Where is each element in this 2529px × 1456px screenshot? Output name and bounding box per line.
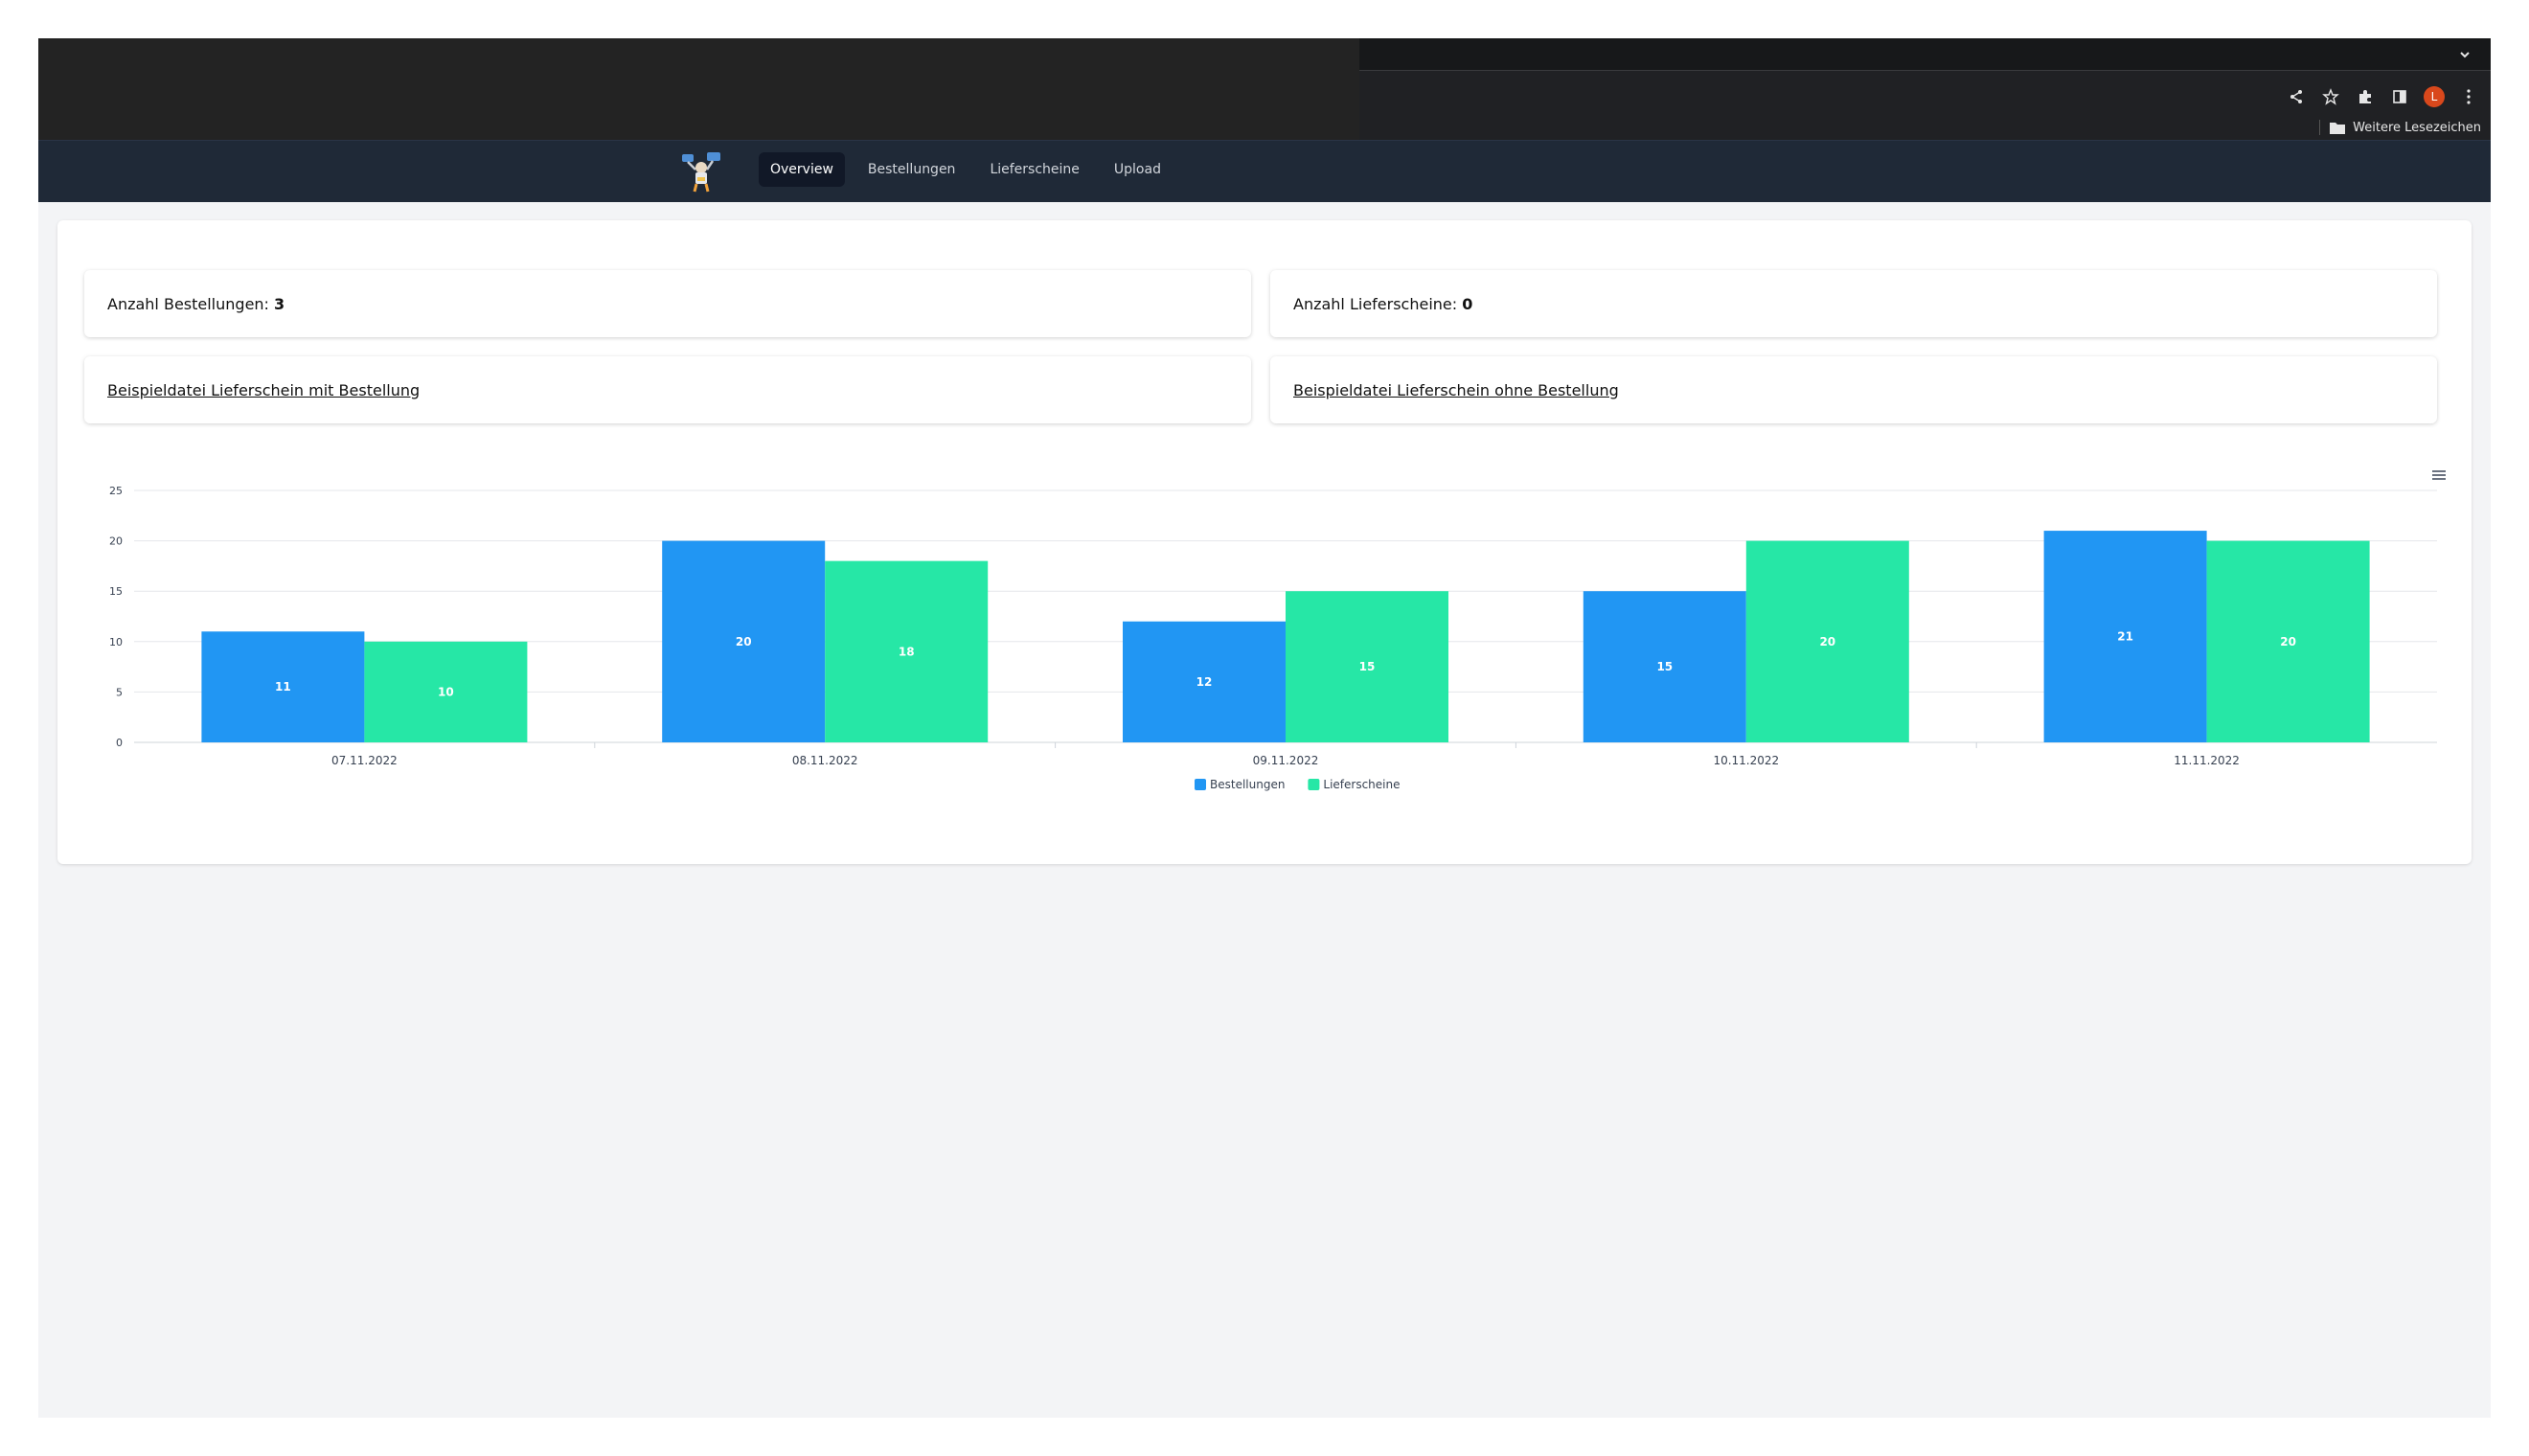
bar-bestellungen-2 <box>1123 621 1286 742</box>
share-icon[interactable] <box>2286 86 2307 107</box>
tab-search-button[interactable] <box>2452 42 2477 67</box>
data-label: 20 <box>2280 635 2296 648</box>
data-label: 15 <box>1359 660 1376 673</box>
bar-lieferscheine-0 <box>364 641 528 742</box>
y-tick-label: 0 <box>116 737 123 749</box>
orders-count-value: 3 <box>274 294 285 313</box>
data-label: 20 <box>1819 635 1835 648</box>
screenshot: L Weitere Lesezeichen <box>38 38 2491 1418</box>
bar-lieferscheine-4 <box>2206 540 2370 742</box>
x-tick-label: 08.11.2022 <box>792 754 858 767</box>
bookmarks-divider <box>2319 120 2321 135</box>
x-tick-label: 07.11.2022 <box>331 754 398 767</box>
orders-count-card: Anzahl Bestellungen: 3 <box>84 270 1251 337</box>
legend-label: Lieferscheine <box>1323 778 1400 791</box>
bar-chart: 0 5 10 15 20 25 07.11.2022 11 10 08.11.2022 20 18 09… <box>109 485 2437 791</box>
chart-menu-button[interactable] <box>2429 467 2449 483</box>
legend-marker <box>1195 779 1206 790</box>
nav-upload[interactable]: Upload <box>1113 162 1161 177</box>
x-tick-label: 09.11.2022 <box>1253 754 1319 767</box>
browser-tabstrip <box>1359 38 2491 71</box>
y-tick-label: 15 <box>109 585 123 598</box>
data-label: 21 <box>2117 630 2133 644</box>
sample-without-order-card: Beispieldatei Lieferschein ohne Bestellu… <box>1270 356 2437 423</box>
legend-marker <box>1308 779 1320 790</box>
bar-bestellungen-3 <box>1583 591 1746 742</box>
y-tick-label: 5 <box>116 686 123 698</box>
nav-lieferscheine[interactable]: Lieferscheine <box>990 162 1080 177</box>
kebab-menu-icon[interactable] <box>2458 86 2479 107</box>
extensions-puzzle-icon[interactable] <box>2355 86 2376 107</box>
main-nav: Overview Bestellungen Lieferscheine Uplo… <box>759 150 1173 189</box>
hamburger-icon <box>2432 470 2446 480</box>
data-label: 15 <box>1656 660 1673 673</box>
data-label: 18 <box>899 645 915 658</box>
sample-with-order-link[interactable]: Beispieldatei Lieferschein mit Bestellun… <box>107 380 421 399</box>
delivery-count-value: 0 <box>1462 294 1473 313</box>
app-navbar: Overview Bestellungen Lieferscheine Uplo… <box>38 140 2491 202</box>
y-tick-label: 20 <box>109 535 123 548</box>
bar-bestellungen-1 <box>662 540 826 742</box>
nav-overview[interactable]: Overview <box>759 152 845 187</box>
x-tick-label: 11.11.2022 <box>2174 754 2240 767</box>
y-tick-label: 10 <box>109 636 123 648</box>
sample-without-order-link[interactable]: Beispieldatei Lieferschein ohne Bestellu… <box>1293 380 1619 399</box>
data-label: 12 <box>1196 675 1213 689</box>
app-logo[interactable] <box>678 148 724 194</box>
bar-lieferscheine-1 <box>825 560 989 742</box>
folder-icon <box>2330 122 2346 134</box>
bar-bestellungen-0 <box>201 631 365 742</box>
browser-titlebar <box>38 38 1359 140</box>
overview-panel: Anzahl Bestellungen: 3 Anzahl Liefersche… <box>57 220 2472 864</box>
bookmarks-folder[interactable]: Weitere Lesezeichen <box>2330 121 2481 135</box>
bar-bestellungen-4 <box>2043 531 2207 742</box>
data-label: 11 <box>275 680 291 694</box>
sample-with-order-card: Beispieldatei Lieferschein mit Bestellun… <box>84 356 1251 423</box>
bookmarks-bar: Weitere Lesezeichen <box>2319 114 2481 141</box>
data-label: 10 <box>438 685 454 698</box>
side-panel-icon[interactable] <box>2389 86 2410 107</box>
orders-count-label: Anzahl Bestellungen: <box>107 294 269 313</box>
bookmarks-folder-label: Weitere Lesezeichen <box>2353 120 2481 135</box>
data-label: 20 <box>736 635 752 648</box>
bar-lieferscheine-3 <box>1745 540 1909 742</box>
bookmark-star-icon[interactable] <box>2320 86 2341 107</box>
chevron-down-icon <box>2460 52 2470 58</box>
delivery-count-card: Anzahl Lieferscheine: 0 <box>1270 270 2437 337</box>
x-tick-label: 10.11.2022 <box>1713 754 1779 767</box>
profile-avatar[interactable]: L <box>2424 86 2445 107</box>
browser-toolbar-icons: L <box>2286 79 2491 115</box>
bar-lieferscheine-2 <box>1286 591 1448 742</box>
y-tick-label: 25 <box>109 485 123 497</box>
nav-bestellungen[interactable]: Bestellungen <box>867 162 956 177</box>
delivery-count-label: Anzahl Lieferscheine: <box>1293 294 1458 313</box>
legend-label: Bestellungen <box>1210 778 1285 791</box>
